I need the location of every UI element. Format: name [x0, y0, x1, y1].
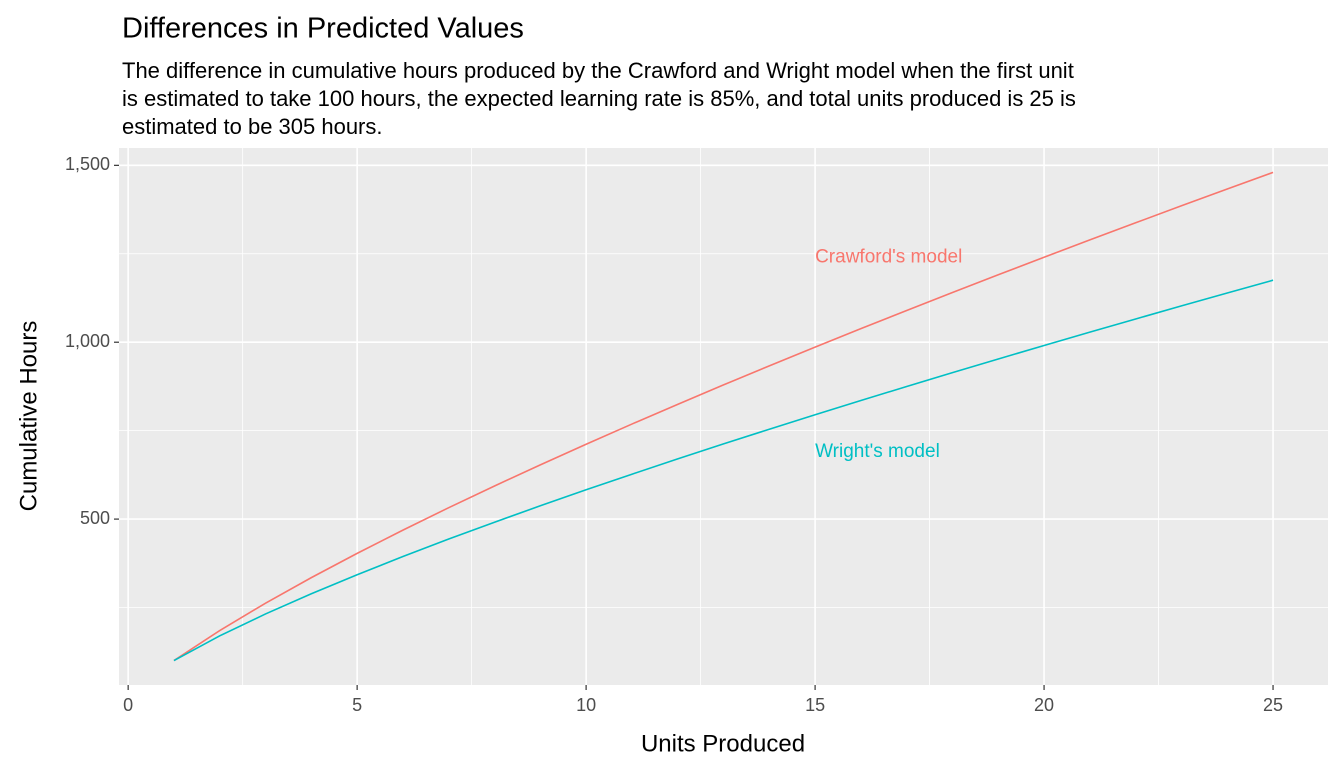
y-tick-label: 1,000	[65, 331, 110, 351]
series-label: Wright's model	[815, 441, 940, 462]
chart-subtitle: estimated to be 305 hours.	[122, 114, 383, 139]
line	[173, 279, 1274, 662]
x-tick-label: 5	[352, 695, 362, 715]
x-tick-label: 15	[805, 695, 825, 715]
line	[173, 171, 1274, 662]
chart-title: Differences in Predicted Values	[122, 13, 524, 45]
y-axis-title: Cumulative Hours	[15, 321, 42, 512]
y-tick-label: 500	[80, 508, 110, 528]
chart-subtitle: The difference in cumulative hours produ…	[122, 58, 1074, 83]
x-tick-label: 10	[576, 695, 596, 715]
series-label: Crawford's model	[815, 246, 962, 267]
y-tick-label: 1,500	[65, 154, 110, 174]
x-tick-label: 25	[1263, 695, 1283, 715]
x-tick-label: 0	[123, 695, 133, 715]
plot-panel	[119, 148, 1328, 685]
x-tick-label: 20	[1034, 695, 1054, 715]
chart-subtitle: is estimated to take 100 hours, the expe…	[122, 86, 1076, 111]
x-axis-title: Units Produced	[641, 730, 805, 757]
